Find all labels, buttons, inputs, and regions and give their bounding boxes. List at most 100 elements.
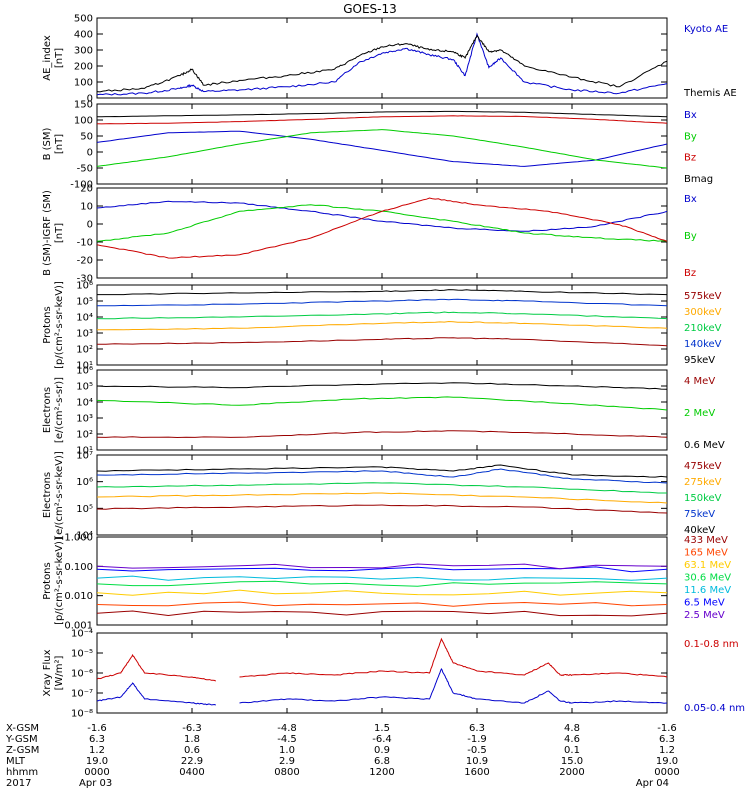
series-line-bz	[97, 115, 667, 125]
y-axis-label: Protons [p/(cm²-s-sr-keV)]	[42, 537, 65, 625]
footer-value: -4.5	[277, 734, 297, 745]
series-line-by	[97, 129, 667, 169]
y-tick-label: 400	[74, 30, 93, 41]
y-tick-label: 0	[87, 220, 93, 231]
legend-entry: 75keV	[684, 509, 715, 520]
legend-entry: 0.1-0.8 nm	[684, 639, 739, 650]
footer-value: 4.8	[564, 723, 580, 734]
footer-value: 1.2	[89, 745, 105, 756]
footer-value: -0.5	[467, 745, 487, 756]
series-line-bx	[97, 130, 667, 167]
panel-electrons_lo: 10⁴ 10⁵ 10⁶ 10⁷ Electrons [e/(cm²-s-sr-keV)] 4…	[42, 451, 722, 542]
footer-value: -4.8	[277, 723, 297, 734]
series-line-2-mev	[97, 396, 667, 411]
series-line-63.1-mev	[97, 589, 667, 596]
legend-entry: 2.5 MeV	[684, 610, 725, 621]
y-tick-label: 10⁻⁸	[71, 709, 93, 720]
footer-value: -6.3	[182, 723, 202, 734]
footer-value: 1.2	[659, 745, 675, 756]
footer-value: Apr 04	[636, 778, 669, 789]
series-line-30.6-mev	[97, 580, 667, 587]
y-tick-label: 10⁵	[76, 504, 93, 515]
y-tick-label: 10⁻⁵	[71, 649, 93, 660]
legend-entry: Bx	[684, 110, 697, 121]
y-tick-label: -20	[77, 256, 93, 267]
y-axis-label-line2: [p/(cm²-s-sr-keV)]	[54, 537, 65, 625]
y-tick-label: 0.100	[64, 562, 93, 573]
footer-value: -1.6	[657, 723, 677, 734]
footer-value: 1.5	[374, 723, 390, 734]
footer-value: 15.0	[561, 756, 583, 767]
footer-value: 1600	[464, 767, 489, 778]
y-tick-label: -50	[77, 164, 93, 175]
y-tick-label: 10⁵	[76, 297, 93, 308]
y-tick-label: 10³	[76, 329, 93, 340]
footer-row-label: Y-GSM	[5, 734, 38, 745]
footer-value: 19.0	[86, 756, 108, 767]
y-tick-label: 10⁷	[76, 451, 93, 462]
footer-row-label: MLT	[6, 756, 26, 767]
y-tick-label: 500	[74, 14, 93, 25]
footer-value: 4.6	[564, 734, 580, 745]
y-axis-label-line2: [nT]	[54, 134, 65, 154]
series-line-2.5-mev	[97, 563, 667, 570]
series-line-11.6-mev	[97, 575, 667, 581]
legend-entry: 475keV	[684, 461, 722, 472]
y-axis-label-line1: Protons	[42, 562, 53, 599]
footer-value: 6.3	[89, 734, 105, 745]
footer-row-label: X-GSM	[6, 723, 39, 734]
legend-entry: Bx	[684, 194, 697, 205]
series-line-140kev	[97, 298, 667, 307]
panel-bsmigrf: -30 -20 -10 0 10 20 B (SM)-IGRF (SM) [nT] Bx By Bz	[42, 184, 697, 285]
y-tick-label: 10¹	[76, 446, 93, 457]
y-tick-label: 10⁴	[76, 313, 93, 324]
footer-value: 2.9	[279, 756, 295, 767]
series-line-275kev	[97, 492, 667, 504]
series-line-433-mev	[97, 610, 667, 617]
y-tick-label: 10²	[76, 430, 93, 441]
series-line-kyoto-ae	[97, 32, 667, 96]
series-line-bx	[97, 200, 667, 232]
series-line-95kev	[97, 289, 667, 296]
y-tick-label: 10⁴	[76, 398, 93, 409]
y-tick-label: 10⁻⁷	[71, 689, 93, 700]
y-tick-label: -10	[77, 238, 93, 249]
y-axis-label: Electrons [e/(cm²-s-sr-keV)]	[42, 451, 65, 539]
y-tick-label: 10⁻⁴	[71, 629, 93, 640]
series-line-210kev	[97, 311, 667, 320]
series-line-165-mev	[97, 601, 667, 607]
legend-entry: 433 MeV	[684, 535, 728, 546]
y-tick-label: 10³	[76, 414, 93, 425]
series-line-6.5-mev	[97, 566, 667, 573]
legend-entry: Bmag	[684, 174, 713, 185]
panel-xray: 10⁻⁸ 10⁻⁷ 10⁻⁶ 10⁻⁵ 10⁻⁴ Xray Flux [W/m²] 0.1-0…	[42, 629, 745, 720]
y-tick-label: -30	[77, 274, 93, 285]
legend-entry: 11.6 MeV	[684, 585, 731, 596]
panel-bsm: -100 -50 0 50 100 150 B (SM) [nT] Bx By Bz Bmag	[42, 100, 713, 191]
series-line-0.1-0.8-nm	[239, 637, 667, 678]
y-tick-label: 10⁶	[76, 477, 93, 488]
y-tick-label: 200	[74, 62, 93, 73]
y-axis-label-line1: AE_index	[42, 35, 53, 81]
footer-value: 6.3	[469, 723, 485, 734]
series-line-0.1-0.8-nm	[97, 653, 216, 682]
footer-value: 6.3	[659, 734, 675, 745]
y-axis-label-line2: [nT]	[54, 223, 65, 243]
chart-title: GOES-13	[343, 2, 397, 16]
y-tick-label: 10⁶	[76, 366, 93, 377]
y-tick-label: -100	[70, 180, 93, 191]
legend-entry: Bz	[684, 153, 696, 164]
y-axis-label: Protons [p/(cm²-s-sr-keV)]	[42, 281, 65, 369]
legend-entry: 95keV	[684, 355, 715, 366]
ephemeris-footer: X-GSM -1.6 -6.3 -4.8 1.5 6.3 4.8 -1.6Y-GSM 6.3 1.…	[5, 723, 680, 789]
series-line-bz	[97, 197, 667, 259]
y-axis-label-line1: Electrons	[42, 472, 53, 518]
y-axis-label: AE_index [nT]	[42, 35, 65, 81]
y-axis-label-line1: Electrons	[42, 387, 53, 433]
series-line-40kev	[97, 464, 667, 478]
legend-entry: 40keV	[684, 525, 715, 536]
y-tick-label: 0	[87, 148, 93, 159]
